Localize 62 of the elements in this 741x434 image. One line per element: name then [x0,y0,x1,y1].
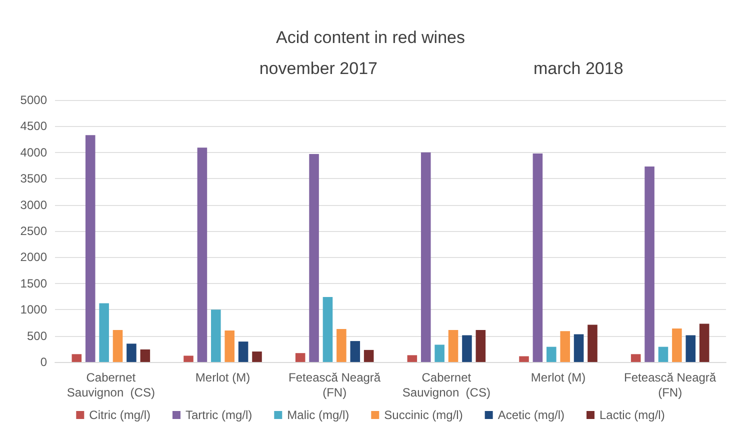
bar [462,335,472,362]
bar [184,356,194,362]
legend-label: Acetic (mg/l) [498,408,565,422]
bar [336,328,346,362]
y-tick-label: 4000 [20,145,48,160]
bar [699,324,710,362]
y-tick-label: 1500 [20,276,48,290]
bar [420,152,431,362]
bar [211,310,221,362]
bar [476,330,486,362]
bar [350,341,360,362]
text: march 2018 [534,59,624,78]
bar [672,328,682,362]
bar [238,342,248,362]
bar [72,354,82,362]
legend-label: Lactic (mg/l) [599,408,665,422]
bar [658,346,668,362]
bar [85,135,96,362]
y-tick-label: 2500 [20,224,48,238]
y-tick-label: 4500 [20,119,48,134]
y-tick-label: 0 [40,355,48,369]
bar [197,148,208,362]
x-tick-label: Merlot (M) [530,370,586,384]
bar [309,154,319,362]
bar [224,330,234,362]
bar [546,346,556,362]
x-tick-label: Cabernet Sauvignon (CS) [402,370,490,400]
bar [252,352,262,362]
bar [560,331,570,362]
y-tick-label: 5000 [20,93,48,107]
y-tick-label: 3500 [20,172,48,186]
x-tick-label: Fetească Neagră (FN) [624,370,716,400]
bar [630,354,641,362]
bar [407,355,418,362]
legend-label: Malic (mg/l) [287,408,350,422]
bar [588,324,598,362]
y-tick-label: 3000 [20,198,48,212]
bar [644,166,654,362]
chart-title: Acid content in red wines [276,28,465,47]
legend-label: Tartric (mg/l) [185,408,252,422]
bar [532,153,543,362]
bar [364,350,374,362]
y-tick-label: 1000 [20,302,48,317]
x-tick-label: Fetească Neagră (FN) [288,370,381,400]
legend-label: Succinic (mg/l) [384,408,463,422]
bar [448,330,458,362]
bar [434,344,444,362]
bar [126,344,136,362]
text: november 2017 [259,59,378,78]
bar [322,297,333,362]
bar [519,356,529,362]
y-tick-label: 500 [26,328,48,343]
bar [99,303,109,362]
y-tick-label: 2000 [20,250,48,264]
bar [140,349,150,362]
bar [295,353,306,362]
x-tick-label: Merlot (M) [195,370,250,384]
x-tick-label: Cabernet Sauvignon (CS) [66,370,155,400]
bar [112,330,123,362]
bar [686,335,696,362]
legend-label: Citric (mg/l) [89,408,150,422]
bar [574,334,584,362]
